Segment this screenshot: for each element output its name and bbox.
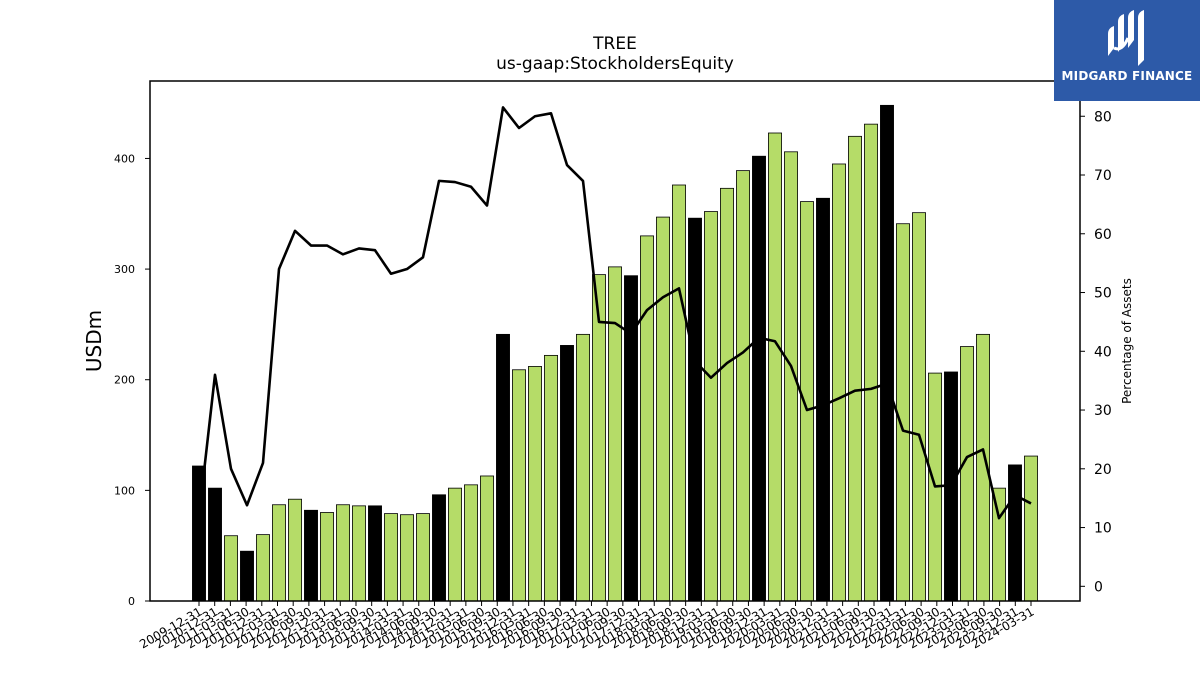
- y-right-tick-label: 50: [1094, 286, 1112, 302]
- bar-48: [960, 346, 974, 602]
- bar-29: [656, 216, 670, 602]
- bar-12: [384, 513, 398, 602]
- bar-24: [576, 333, 590, 602]
- y-left-tick-label: 100: [114, 484, 135, 497]
- y-right-tick-label: 20: [1094, 462, 1112, 478]
- line-series: [197, 106, 1032, 520]
- y-right-tick-label: 10: [1094, 521, 1112, 537]
- bar-44: [896, 223, 910, 602]
- bar-18: [480, 475, 494, 602]
- bar-19: [496, 333, 510, 602]
- midgard-finance-logo: MIDGARD FINANCE: [1054, 0, 1200, 101]
- bar-1: [208, 487, 222, 602]
- bar-50: [992, 487, 1006, 602]
- y-left-tick-label: 300: [114, 263, 135, 276]
- bar-23: [560, 345, 574, 602]
- bar-14: [416, 513, 430, 602]
- y-right-tick-label: 60: [1094, 227, 1112, 243]
- bar-35: [752, 155, 766, 602]
- bar-5: [272, 504, 286, 602]
- bar-26: [608, 266, 622, 602]
- bar-43: [880, 104, 894, 602]
- bar-52: [1024, 455, 1038, 602]
- bar-39: [816, 197, 830, 602]
- bar-36: [768, 132, 782, 602]
- percentage-line: [197, 106, 1032, 520]
- bar-33: [720, 187, 734, 602]
- bar-6: [288, 498, 302, 602]
- y-right-tick-label: 30: [1094, 403, 1112, 419]
- bar-31: [688, 217, 702, 602]
- y-axis-left-label: USDm: [82, 310, 106, 372]
- bar-25: [592, 274, 606, 602]
- y-right-tick-label: 40: [1094, 344, 1112, 360]
- bar-38: [800, 201, 814, 602]
- bar-20: [512, 369, 526, 602]
- bar-4: [256, 534, 270, 602]
- bar-21: [528, 366, 542, 602]
- bar-10: [352, 505, 366, 602]
- y-left-tick-label: 200: [114, 374, 135, 387]
- y-right-tick-label: 80: [1094, 109, 1112, 125]
- bar-41: [848, 135, 862, 602]
- y-axis-right-label: Percentage of Assets: [1120, 278, 1134, 404]
- bar-series: [192, 104, 1038, 602]
- bar-2: [224, 535, 238, 602]
- bar-51: [1008, 464, 1022, 602]
- bar-34: [736, 170, 750, 602]
- chart-title: TREE: [592, 34, 637, 54]
- bar-16: [448, 487, 462, 602]
- bar-7: [304, 509, 318, 602]
- x-axis: 2009-12-312010-12-312011-03-312011-06-30…: [137, 601, 1037, 651]
- y-left-tick-label: 0: [128, 595, 135, 608]
- bar-22: [544, 354, 558, 602]
- bar-30: [672, 184, 686, 602]
- bar-45: [912, 212, 926, 602]
- midgard-logo-icon: [1108, 10, 1144, 66]
- bar-27: [624, 275, 638, 602]
- bar-9: [336, 504, 350, 602]
- y-right-tick-label: 70: [1094, 168, 1112, 184]
- y-axis-left: 0 100 200 300 400: [114, 152, 150, 608]
- y-axis-right: 0 10 20 30 40 50 60 70 80: [1080, 109, 1112, 595]
- chart-subtitle: us-gaap:StockholdersEquity: [496, 54, 734, 74]
- bar-11: [368, 505, 382, 602]
- bar-32: [704, 211, 718, 602]
- bar-17: [464, 484, 478, 602]
- bar-28: [640, 235, 654, 602]
- plot-frame: [149, 80, 1081, 602]
- y-right-tick-label: 0: [1094, 579, 1103, 595]
- bar-8: [320, 512, 334, 602]
- bar-15: [432, 494, 446, 602]
- bar-3: [240, 550, 254, 602]
- logo-text: MIDGARD FINANCE: [1061, 69, 1193, 83]
- bar-40: [832, 163, 846, 602]
- y-left-tick-label: 400: [114, 152, 135, 165]
- bar-42: [864, 123, 878, 602]
- bar-13: [400, 514, 414, 602]
